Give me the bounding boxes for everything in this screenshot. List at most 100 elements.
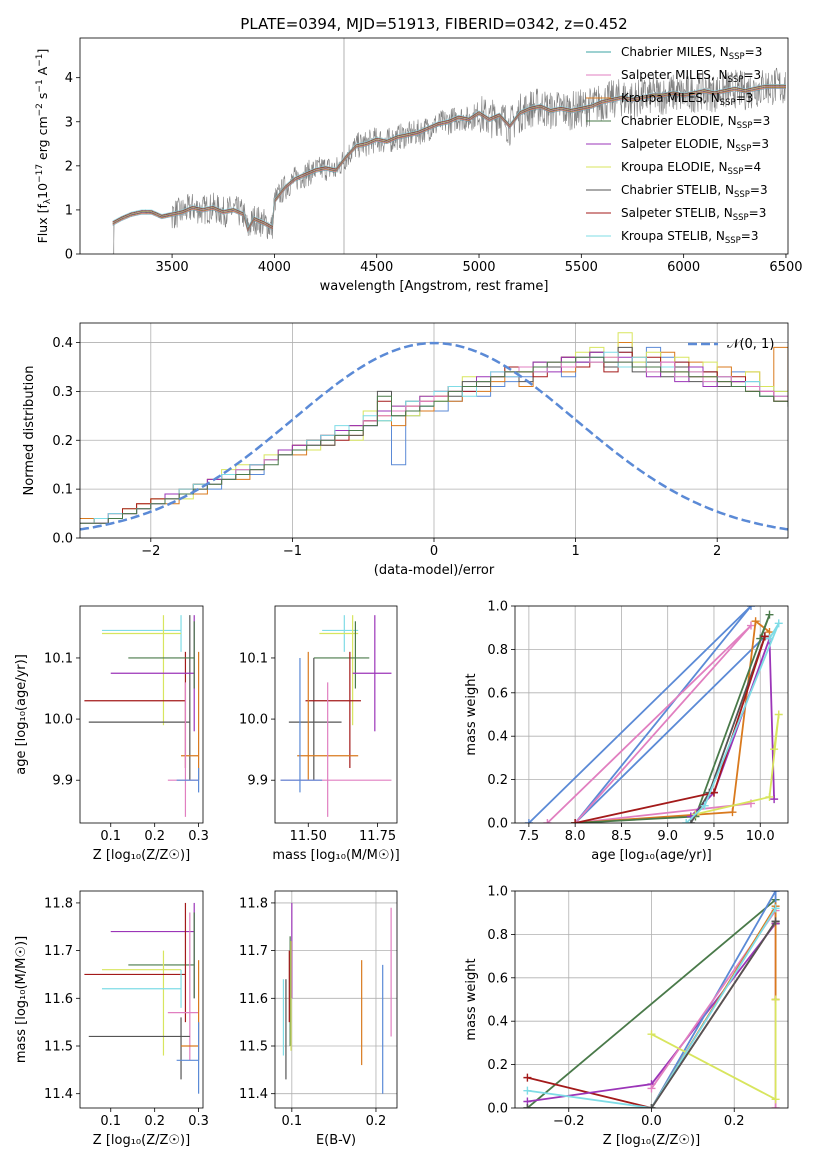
y-label-part: −17 <box>35 164 45 183</box>
y-tick-label: 11.5 <box>239 1040 268 1055</box>
y-tick-label: 10.0 <box>239 713 268 728</box>
plus-marker <box>771 1104 780 1108</box>
legend-n: 3 <box>746 91 754 105</box>
y-tick-label: 11.7 <box>239 944 268 959</box>
legend-n: 3 <box>761 137 769 151</box>
legend-suffix: , N <box>703 91 720 105</box>
y-axis-label: Flux [fλ10−17 erg cm−2 s−1 A−1] <box>35 49 53 244</box>
legend-eq: = <box>743 68 753 82</box>
y-tick-label: 0.0 <box>52 532 73 547</box>
legend-sub: SSP <box>728 167 744 177</box>
plus-marker <box>765 610 774 619</box>
y-label-part: −1 <box>35 79 45 92</box>
model-spectrum-line <box>112 84 786 230</box>
legend-label: Kroupa ELODIE <box>621 160 711 174</box>
x-tick-label: 7.5 <box>519 829 540 844</box>
plot-area-mass_vs_Z <box>84 902 200 1094</box>
plus-marker <box>765 634 774 643</box>
y-tick-label: 0.4 <box>487 730 508 745</box>
plus-marker <box>771 917 780 926</box>
y-label-part: λ <box>43 198 53 204</box>
x-axis-label: wavelength [Angstrom, rest frame] <box>320 279 549 294</box>
axes-frame <box>274 890 398 1109</box>
x-tick-label: 6500 <box>769 260 802 275</box>
histogram-series <box>80 351 788 524</box>
histogram-series <box>80 346 788 524</box>
legend-suffix: , N <box>719 137 736 151</box>
y-axis-label: mass weight <box>464 673 479 755</box>
histogram-series <box>80 332 788 524</box>
model-spectrum-line <box>112 84 786 230</box>
figure-title: PLATE=0394, MJD=51913, FIBERID=0342, z=0… <box>240 15 627 33</box>
x-tick-label: 0.2 <box>724 1114 745 1129</box>
plus-marker <box>765 792 774 801</box>
histogram-series <box>80 342 788 524</box>
legend-eq: = <box>749 206 759 220</box>
plus-marker <box>682 819 691 823</box>
y-label-part: 10 <box>35 183 50 199</box>
y-tick-label: 0.4 <box>52 336 73 351</box>
legend-n: 3 <box>751 229 759 243</box>
y-tick-label: 4 <box>65 71 73 86</box>
plus-marker <box>647 1084 656 1093</box>
mass-weight-series <box>528 606 766 823</box>
y-axis-label: Normed distribution <box>22 366 37 496</box>
x-tick-label: 0.3 <box>188 1114 209 1129</box>
legend-label: Chabrier MILES <box>621 45 712 59</box>
legend-label: Salpeter STELIB <box>621 206 716 220</box>
panel-massweight_vs_age: 7.5 8.0 8.5 9.0 9.5 10.0 0.0 0.2 0.4 0.6 0.8 1.0 age… <box>464 600 789 863</box>
legend-sub: SSP <box>737 121 753 131</box>
x-tick-label: 9.5 <box>704 829 725 844</box>
y-axis-label: mass [log₁₀(M/M☉)] <box>14 936 29 1063</box>
y-label-part: −2 <box>35 103 45 116</box>
y-tick-label: 0.8 <box>487 928 508 943</box>
plus-marker <box>647 1104 656 1108</box>
mass-weight-series <box>527 920 777 1108</box>
legend-label: Salpeter MILES <box>621 68 711 82</box>
y-label-part: erg cm <box>35 116 50 164</box>
x-tick-label: 0 <box>430 544 438 559</box>
legend-sub: SSP <box>725 236 741 246</box>
legend-label: Kroupa MILES <box>621 91 703 105</box>
plus-marker <box>746 621 755 630</box>
legend-label: Kroupa STELIB <box>621 229 708 243</box>
panel-age_vs_mass: 11.50 11.75 9.9 10.0 10.1 mass [log₁₀(M/M☉)] <box>239 605 400 863</box>
plus-marker <box>543 819 552 823</box>
y-tick-label: 0.0 <box>487 1102 508 1117</box>
histogram-series <box>80 346 788 524</box>
y-tick-label: 10.1 <box>239 651 268 666</box>
plus-marker <box>746 606 755 610</box>
legend-eq: = <box>753 114 763 128</box>
axes-frame <box>79 605 204 824</box>
histogram-series <box>80 356 788 524</box>
x-axis-label: age [log₁₀(age/yr)] <box>591 848 712 863</box>
model-spectrum-line <box>112 86 786 232</box>
plot-area-age_vs_Z <box>84 615 200 817</box>
y-tick-label: 11.5 <box>44 1040 73 1055</box>
x-axis-label: (data-model)/error <box>374 563 495 578</box>
plus-marker <box>770 745 779 754</box>
x-tick-label: 0.2 <box>366 1114 387 1129</box>
legend-n: 3 <box>754 68 762 82</box>
plus-marker <box>771 904 780 913</box>
y-tick-label: 0.2 <box>487 773 508 788</box>
x-tick-label: −1 <box>283 544 302 559</box>
mass-weight-series <box>527 907 777 1108</box>
y-label-part: −1 <box>35 54 45 67</box>
panel-massweight_vs_Z: −0.2 0.0 0.2 0.0 0.2 0.4 0.6 0.8 1.0 Z [log₁₀(Z/Z… <box>464 885 789 1148</box>
x-axis-label: mass [log₁₀(M/M☉)] <box>272 848 399 863</box>
x-tick-label: 0.1 <box>281 1114 302 1129</box>
plus-marker <box>571 819 580 823</box>
legend-eq: = <box>741 229 751 243</box>
legend-sub: SSP <box>734 190 750 200</box>
x-tick-label: 0.2 <box>144 1114 165 1129</box>
plus-marker <box>771 1095 780 1104</box>
axes-frame <box>79 37 789 255</box>
legend-eq: = <box>750 183 760 197</box>
y-tick-label: 0 <box>65 248 73 263</box>
legend-sub: SSP <box>733 213 749 223</box>
plus-marker <box>686 819 695 823</box>
plus-marker <box>647 1030 656 1039</box>
gaussian-curve <box>80 341 788 531</box>
